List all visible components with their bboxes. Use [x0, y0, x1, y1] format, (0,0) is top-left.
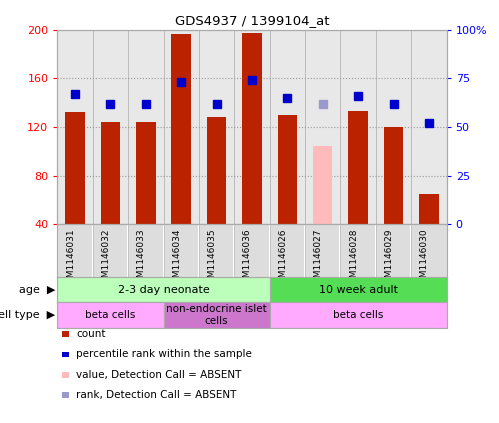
Bar	[243, 33, 261, 224]
Text: rank, Detection Call = ABSENT: rank, Detection Call = ABSENT	[76, 390, 237, 400]
Title: GDS4937 / 1399104_at: GDS4937 / 1399104_at	[175, 14, 329, 27]
Bar	[348, 111, 368, 224]
Bar	[384, 127, 403, 224]
Text: GSM1146029: GSM1146029	[385, 228, 394, 289]
Text: age  ▶: age ▶	[18, 285, 55, 295]
Text: cell type  ▶: cell type ▶	[0, 310, 55, 320]
Bar	[419, 194, 439, 224]
Text: non-endocrine islet
cells: non-endocrine islet cells	[166, 304, 267, 326]
Text: GSM1146027: GSM1146027	[314, 228, 323, 289]
Text: percentile rank within the sample: percentile rank within the sample	[76, 349, 252, 360]
Bar	[57, 277, 269, 302]
Text: GSM1146033: GSM1146033	[137, 228, 146, 289]
Text: beta cells: beta cells	[333, 310, 383, 320]
Text: GSM1146035: GSM1146035	[208, 228, 217, 289]
Text: GSM1146036: GSM1146036	[243, 228, 252, 289]
Text: GSM1146028: GSM1146028	[349, 228, 358, 289]
Bar	[136, 122, 156, 224]
Bar	[207, 117, 227, 224]
Bar	[277, 115, 297, 224]
Text: beta cells: beta cells	[85, 310, 136, 320]
Bar	[101, 122, 120, 224]
Text: value, Detection Call = ABSENT: value, Detection Call = ABSENT	[76, 370, 242, 380]
Text: GSM1146031: GSM1146031	[66, 228, 75, 289]
Text: GSM1146032: GSM1146032	[101, 228, 110, 289]
Text: count: count	[76, 329, 106, 339]
Text: GSM1146026: GSM1146026	[278, 228, 287, 289]
Bar	[57, 302, 164, 328]
Bar	[313, 146, 332, 224]
Text: GSM1146030: GSM1146030	[420, 228, 429, 289]
Bar	[164, 302, 269, 328]
Text: 10 week adult: 10 week adult	[319, 285, 398, 295]
Text: 2-3 day neonate: 2-3 day neonate	[118, 285, 210, 295]
Bar	[269, 302, 447, 328]
Bar	[172, 34, 191, 224]
Bar	[269, 277, 447, 302]
Bar	[65, 112, 85, 224]
Text: GSM1146034: GSM1146034	[172, 228, 181, 289]
